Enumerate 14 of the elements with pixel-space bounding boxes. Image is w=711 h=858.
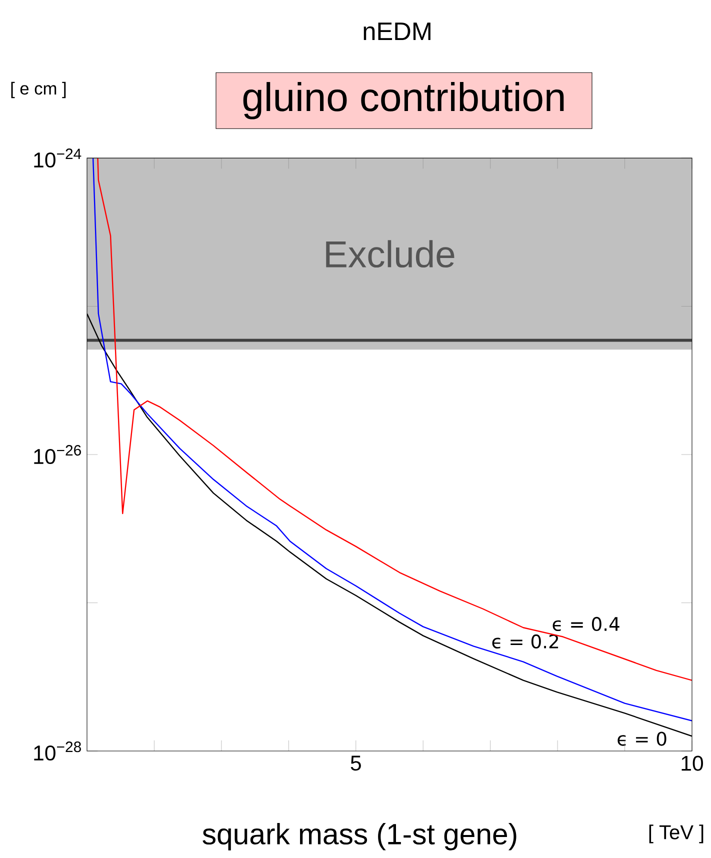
band-label: Exclude xyxy=(326,240,454,268)
x-tick-label: 10 xyxy=(682,756,704,771)
y-tick-label: 10$^{−26}$ xyxy=(34,445,81,464)
series-label: ϵ = 0.2 xyxy=(492,634,558,649)
y-tick-label: 10$^{−24}$ xyxy=(34,148,82,168)
text: [ TeV ] xyxy=(649,824,704,844)
chart-subtitle: gluino contribution xyxy=(243,82,564,120)
x-tick-label: 5 xyxy=(350,756,361,771)
x-axis-title: squark mass (1-st gene) xyxy=(202,822,516,850)
series-label: ϵ = 0 xyxy=(618,732,666,746)
chart-title: nEDM xyxy=(364,22,430,40)
series-label: ϵ = 0.4 xyxy=(552,616,620,632)
y-tick-label: 10$^{−28}$ xyxy=(34,742,81,761)
y-axis-title: [ e cm ] xyxy=(11,82,66,98)
